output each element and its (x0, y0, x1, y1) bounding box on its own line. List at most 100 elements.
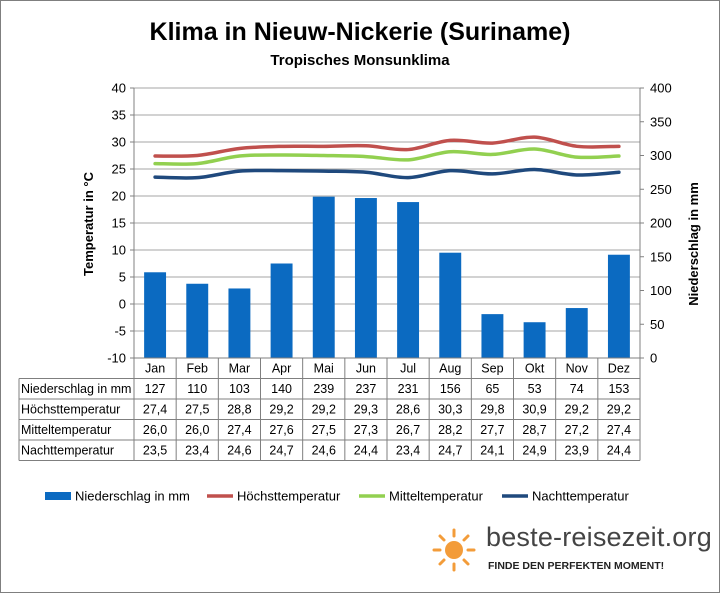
table-cell: 127 (145, 382, 166, 396)
category-label: Okt (525, 362, 545, 376)
category-label: Aug (439, 362, 461, 376)
table-cell: 53 (528, 382, 542, 396)
chart-subtitle: Tropisches Monsunklima (270, 52, 450, 69)
h-chsttemperaturline (153, 135, 621, 158)
table-cell: 231 (398, 382, 419, 396)
table-cell: 30,9 (522, 403, 546, 417)
temperature-lines (153, 135, 621, 180)
table-cell: 239 (313, 382, 334, 396)
left-tick-label: 10 (112, 243, 126, 258)
chart-title: Klima in Nieuw-Nickerie (Suriname) (149, 18, 571, 46)
brand-tagline: FINDE DEN PERFEKTEN MOMENT! (488, 560, 665, 572)
table-cell: 153 (608, 382, 629, 396)
legend-label: Nachttemperatur (532, 489, 629, 504)
nachttemperaturline (153, 167, 621, 180)
table-cell: 23,4 (185, 444, 209, 458)
left-tick-label: -5 (114, 324, 126, 339)
table-cell: 27,7 (480, 423, 504, 437)
table-cell: 23,4 (396, 444, 420, 458)
table-cell: 27,4 (143, 403, 167, 417)
table-cell: 24,7 (438, 444, 462, 458)
gridlines (134, 87, 640, 359)
left-tick-label: 0 (119, 297, 126, 312)
table-cell: 65 (485, 382, 499, 396)
y-axis-left-title: Temperatur in °C (81, 171, 96, 276)
right-tick-label: 150 (650, 249, 672, 264)
sun-icon (432, 528, 476, 572)
table-cell: 27,3 (354, 423, 378, 437)
precipitation-bar (186, 283, 209, 358)
table-cell: 30,3 (438, 403, 462, 417)
table-cell: 26,0 (143, 423, 167, 437)
table-cell: 29,2 (565, 403, 589, 417)
table-cell: 26,0 (185, 423, 209, 437)
right-tick-label: 0 (650, 351, 657, 366)
precipitation-bars (144, 196, 630, 358)
table-cell: 27,5 (312, 423, 336, 437)
category-label: Jul (400, 362, 416, 376)
table-cell: 27,2 (565, 423, 589, 437)
left-tick-label: 40 (112, 81, 126, 96)
precipitation-bar (228, 288, 251, 358)
right-tick-label: 300 (650, 148, 672, 163)
right-axis-ticks: 0 50 100 150 200 250 300 350 400 (650, 81, 672, 366)
left-tick-label: 35 (112, 108, 126, 123)
table-row-label: Höchsttemperatur (21, 403, 120, 417)
category-label: Jan (145, 362, 165, 376)
precipitation-bar (565, 308, 588, 358)
precipitation-bar (607, 254, 630, 358)
left-tick-label: 20 (112, 189, 126, 204)
table-cell: 27,4 (607, 423, 631, 437)
left-tick-label: 25 (112, 162, 126, 177)
precipitation-bar (523, 322, 546, 358)
category-label: Jun (356, 362, 376, 376)
table-cell: 28,2 (438, 423, 462, 437)
brand-logo: beste-reisezeit.org FINDE DEN PERFEKTEN … (432, 522, 714, 586)
legend-label: Höchsttemperatur (237, 489, 341, 504)
category-label: Apr (272, 362, 291, 376)
right-tick-label: 100 (650, 283, 672, 298)
table-row-label: Nachttemperatur (21, 444, 114, 458)
table-cell: 24,7 (269, 444, 293, 458)
category-label: Dez (608, 362, 630, 376)
table-cell: 24,9 (522, 444, 546, 458)
category-label: Feb (186, 362, 208, 376)
legend-label: Mitteltemperatur (389, 489, 484, 504)
category-label: Mar (229, 362, 251, 376)
precipitation-bar (270, 263, 293, 358)
table-cell: 28,8 (227, 403, 251, 417)
table-cell: 29,2 (312, 403, 336, 417)
table-cell: 23,9 (565, 444, 589, 458)
legend: Niederschlag in mm Höchsttemperatur Mittel… (45, 489, 629, 504)
table-cell: 28,6 (396, 403, 420, 417)
right-tick-label: 50 (650, 317, 664, 332)
mitteltemperaturline (153, 147, 621, 166)
right-tick-label: 200 (650, 216, 672, 231)
table-cell: 103 (229, 382, 250, 396)
right-tick-label: 350 (650, 114, 672, 129)
left-tick-label: -10 (107, 351, 126, 366)
table-cell: 29,3 (354, 403, 378, 417)
table-cell: 24,4 (354, 444, 378, 458)
table-cell: 28,7 (522, 423, 546, 437)
category-label: Sep (481, 362, 503, 376)
category-label: Mai (314, 362, 334, 376)
category-label: Nov (566, 362, 589, 376)
legend-label: Niederschlag in mm (75, 489, 190, 504)
brand-name[interactable]: beste-reisezeit.org (486, 522, 712, 552)
table-cell: 110 (187, 382, 207, 396)
precipitation-bar (481, 314, 504, 358)
table-cell: 27,4 (227, 423, 251, 437)
data-table: Jan Feb Mar Apr Mai Jun Jul Aug Sep Okt Nov Dez Nied… (18, 357, 641, 461)
table-cell: 29,8 (480, 403, 504, 417)
left-tick-label: 5 (119, 270, 126, 285)
precipitation-bar (144, 272, 167, 358)
table-cell: 27,5 (185, 403, 209, 417)
precipitation-bar (397, 202, 420, 358)
table-row-label: Mitteltemperatur (21, 423, 111, 437)
table-cell: 23,5 (143, 444, 167, 458)
right-tick-label: 400 (650, 81, 672, 96)
table-cell: 29,2 (607, 403, 631, 417)
left-tick-label: 30 (112, 135, 126, 150)
precipitation-bar (354, 198, 377, 358)
